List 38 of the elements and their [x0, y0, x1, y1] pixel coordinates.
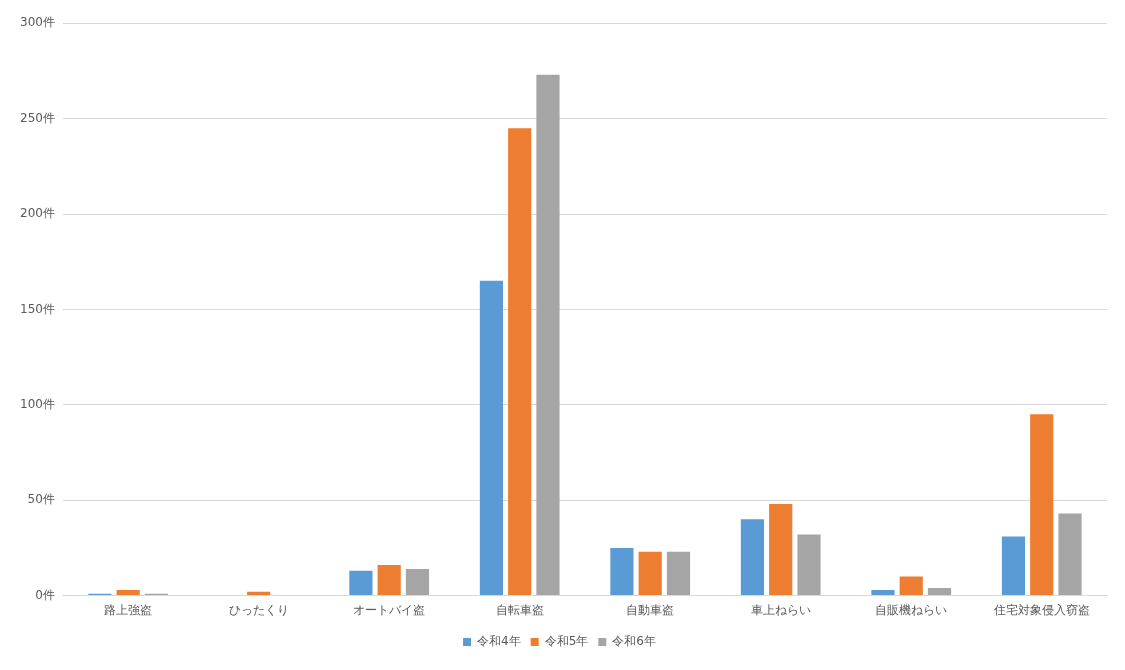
- bar: [769, 504, 793, 596]
- y-tick-label: 200件: [20, 206, 55, 221]
- bar: [508, 128, 532, 596]
- bar: [610, 547, 634, 596]
- bar: [1058, 513, 1082, 596]
- bar: [377, 565, 401, 596]
- bar: [1030, 414, 1054, 596]
- bar: [1001, 536, 1026, 596]
- y-tick-label: 150件: [20, 301, 55, 316]
- bar: [116, 589, 140, 596]
- x-tick-label: 車上ねらい: [750, 602, 811, 617]
- x-tick-label: 自販機ねらい: [875, 602, 948, 617]
- bar: [349, 570, 373, 596]
- x-tick-label: オートバイ盗: [353, 602, 426, 617]
- bar: [405, 568, 430, 596]
- bar: [666, 551, 691, 596]
- y-tick-label: 250件: [20, 110, 55, 125]
- bar: [740, 519, 765, 596]
- y-tick-label: 0件: [35, 587, 55, 602]
- y-tick-label: 100件: [20, 396, 55, 411]
- bar: [927, 587, 952, 596]
- legend-label: 令和5年: [544, 634, 589, 649]
- bar: [871, 589, 895, 596]
- bar: [899, 576, 923, 596]
- y-tick-label: 300件: [20, 15, 55, 30]
- x-tick-label: 住宅対象侵入窃盗: [992, 602, 1090, 617]
- bar: [797, 534, 821, 596]
- bar: [247, 591, 271, 596]
- x-tick-label: 路上強盗: [104, 602, 153, 617]
- bar: [479, 280, 504, 596]
- x-tick-label: ひったくり: [228, 602, 289, 617]
- legend-label: 令和6年: [612, 634, 656, 649]
- y-tick-label: 50件: [27, 492, 55, 507]
- x-tick-label: 自動車盗: [626, 602, 675, 617]
- bar: [638, 551, 662, 596]
- x-tick-label: 自転車盗: [495, 602, 544, 617]
- bar: [536, 74, 560, 596]
- legend-label: 令和4年: [477, 634, 521, 649]
